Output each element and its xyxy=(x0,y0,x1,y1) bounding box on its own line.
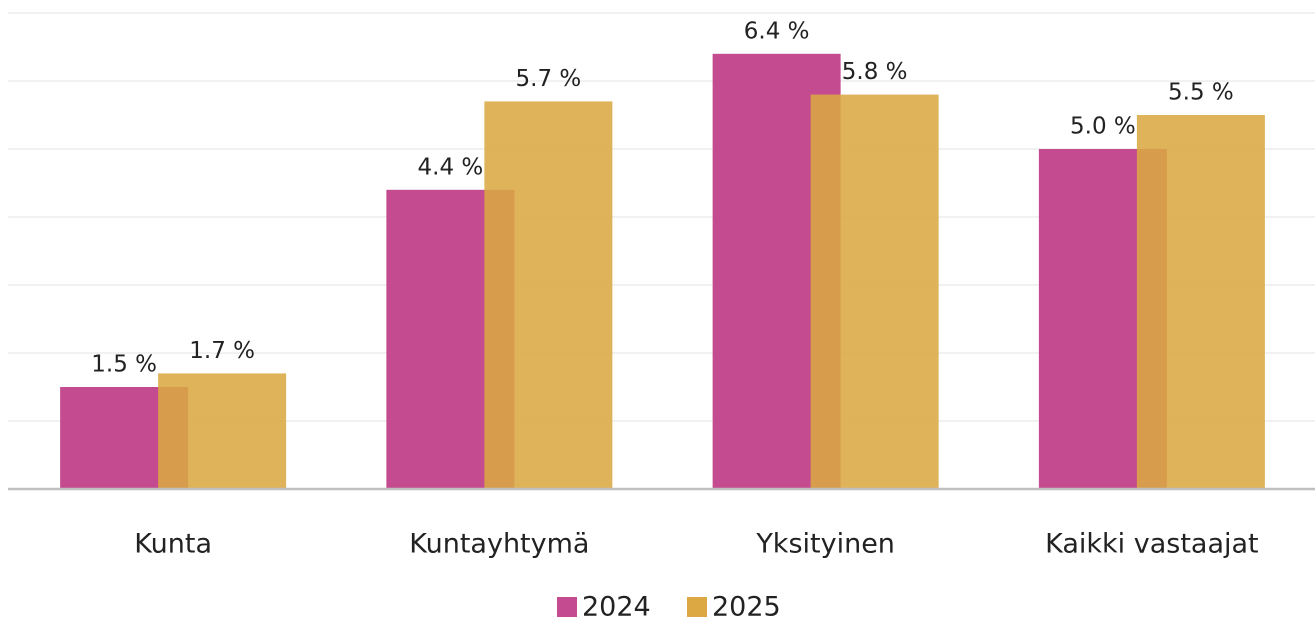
value-label: 4.4 % xyxy=(418,154,484,180)
x-tick-label: Kuntayhtymä xyxy=(409,529,589,560)
x-tick-label: Kunta xyxy=(134,529,212,560)
value-label: 5.8 % xyxy=(842,59,908,85)
x-tick-label: Yksityinen xyxy=(755,529,895,560)
value-label: 5.0 % xyxy=(1070,114,1136,140)
bar xyxy=(810,94,939,489)
value-label: 1.5 % xyxy=(91,352,157,378)
legend-label: 2024 xyxy=(582,592,651,621)
value-label: 5.5 % xyxy=(1168,80,1234,106)
bar xyxy=(158,373,287,489)
legend-swatch xyxy=(557,597,577,617)
legend-label: 2025 xyxy=(712,592,781,621)
bar xyxy=(484,101,613,490)
value-label: 6.4 % xyxy=(744,18,810,44)
legend-swatch xyxy=(687,597,707,617)
x-tick-label: Kaikki vastaajat xyxy=(1045,529,1259,560)
bar xyxy=(1136,115,1265,489)
value-label: 5.7 % xyxy=(516,66,582,92)
value-label: 1.7 % xyxy=(189,338,255,364)
